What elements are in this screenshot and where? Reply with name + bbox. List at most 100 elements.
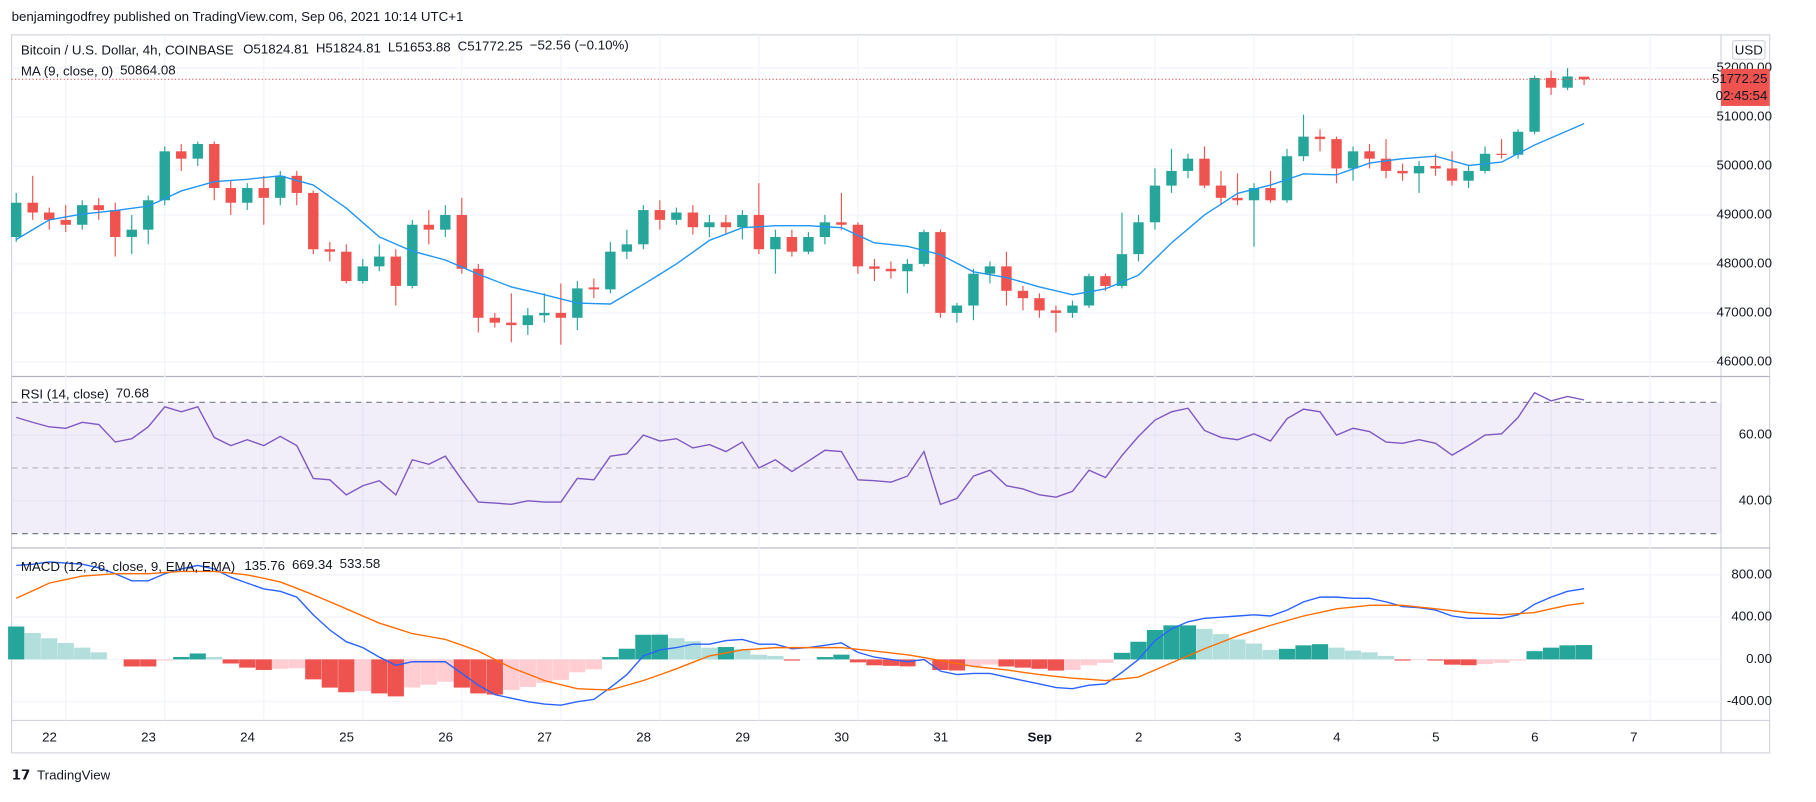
- candle-body: [209, 143, 220, 189]
- histogram-bar: [123, 659, 140, 667]
- histogram-bar: [1278, 648, 1296, 660]
- histogram-bar: [470, 659, 487, 694]
- candle-body: [720, 222, 732, 228]
- candle-body: [539, 312, 550, 316]
- histogram-bar: [371, 659, 388, 694]
- candle-body: [968, 273, 979, 306]
- histogram-bar: [932, 659, 949, 670]
- x-tick-label: 28: [636, 729, 651, 744]
- histogram-bar: [1031, 659, 1048, 669]
- candle-body: [1347, 151, 1359, 169]
- candle-body: [506, 322, 517, 326]
- histogram-bar: [140, 659, 157, 667]
- last-price-label: 51772.25: [1712, 71, 1767, 86]
- histogram-bar: [222, 659, 239, 664]
- x-tick-label: 25: [339, 729, 354, 744]
- candle-body: [423, 224, 435, 230]
- candle-body: [1331, 139, 1342, 169]
- candle-body: [390, 256, 402, 286]
- histogram-bar: [1377, 655, 1395, 660]
- candle-body: [902, 263, 913, 272]
- histogram-bar: [1146, 630, 1164, 660]
- candle-body: [737, 214, 748, 228]
- candle-body: [1529, 77, 1540, 132]
- candle-body: [555, 312, 567, 318]
- y-tick-label: 0.00: [1746, 651, 1772, 666]
- currency-box[interactable]: [1732, 40, 1766, 60]
- y-tick-label: 800.00: [1731, 566, 1772, 581]
- candle-body: [984, 266, 996, 274]
- candle-body: [143, 200, 154, 230]
- candle-body: [621, 244, 633, 252]
- legend-value: 669.34: [292, 557, 333, 572]
- candle-body: [1496, 153, 1507, 155]
- candle-body: [1479, 153, 1491, 171]
- candle-body: [308, 192, 319, 250]
- histogram-bar: [1526, 651, 1543, 660]
- candle-body: [1446, 168, 1458, 181]
- candle-body: [1050, 310, 1062, 313]
- histogram-bar: [57, 643, 74, 660]
- x-tick-label: 26: [438, 729, 453, 744]
- x-tick-label: 5: [1432, 729, 1439, 744]
- y-tick-label: 40.00: [1739, 492, 1772, 507]
- histogram-bar: [239, 659, 256, 668]
- histogram-bar: [156, 659, 173, 661]
- histogram-bar: [90, 652, 107, 660]
- y-tick-label: 50000.00: [1717, 158, 1772, 173]
- candle-body: [1397, 170, 1408, 174]
- histogram-bar: [783, 659, 801, 661]
- candle-body: [93, 205, 104, 211]
- candle-body: [27, 202, 38, 213]
- histogram-bar: [866, 659, 883, 666]
- grid-layer: [11, 34, 1722, 721]
- candle-body: [687, 212, 699, 228]
- candle-body: [1100, 276, 1111, 286]
- legend-value: 533.58: [340, 556, 381, 571]
- legend-value: H51824.81: [316, 41, 381, 56]
- histogram-bar: [1394, 659, 1411, 661]
- candle-body: [11, 202, 22, 237]
- candle-body: [869, 266, 880, 269]
- x-tick-label: Sep: [1028, 729, 1052, 744]
- macd-line: [15, 570, 1585, 691]
- legend-value: 135.76: [244, 558, 285, 573]
- candle-body: [704, 222, 715, 228]
- candle-body: [918, 232, 930, 264]
- x-tick-label: 27: [537, 729, 552, 744]
- histogram-bar: [602, 657, 619, 660]
- candle-body: [786, 236, 798, 252]
- x-tick-label: 4: [1333, 729, 1340, 744]
- histogram-bar: [1130, 641, 1147, 660]
- y-tick-label: 51000.00: [1717, 109, 1772, 124]
- histogram-bar: [1361, 652, 1378, 660]
- x-tick-label: 7: [1630, 729, 1637, 744]
- logo-mark: 𝟭𝟳: [12, 768, 31, 783]
- candle-body: [357, 266, 369, 282]
- histogram-bar: [1262, 649, 1279, 660]
- histogram-bar: [8, 626, 25, 660]
- histogram-bar: [519, 659, 536, 687]
- histogram-bar: [833, 654, 850, 660]
- rsi-line: [16, 391, 1585, 506]
- candle-body: [1281, 156, 1293, 201]
- candle-body: [126, 229, 137, 237]
- candle-body: [654, 210, 666, 220]
- y-tick-label: 47000.00: [1717, 304, 1772, 319]
- histogram-bar: [338, 659, 355, 693]
- histogram-bar: [1113, 652, 1131, 660]
- candle-body: [77, 205, 88, 225]
- histogram-bar: [24, 632, 41, 660]
- candle-body: [225, 188, 236, 203]
- ma-legend: MA (9, close, 0): [21, 63, 113, 78]
- ma-line: [15, 123, 1585, 305]
- candle-body: [440, 214, 451, 230]
- candle-body: [770, 236, 781, 250]
- candle-body: [110, 210, 121, 237]
- candle-body: [1166, 170, 1177, 186]
- candle-body: [951, 305, 963, 313]
- histogram-bar: [651, 634, 668, 660]
- histogram-bar: [948, 659, 966, 671]
- histogram-bar: [420, 659, 437, 685]
